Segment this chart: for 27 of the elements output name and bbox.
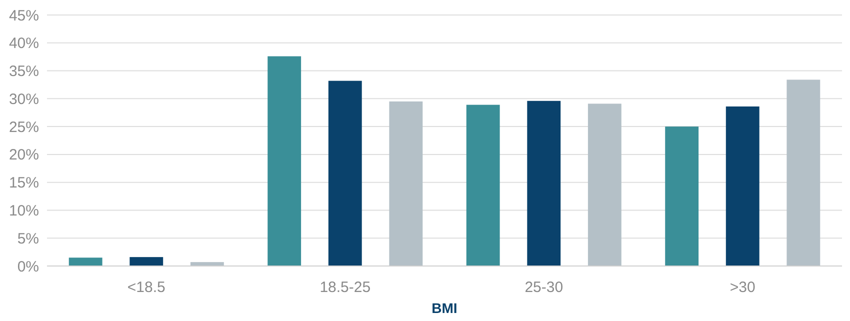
bar: [527, 100, 561, 266]
x-axis-title: BMI: [432, 300, 458, 316]
y-tick-label: 10%: [8, 202, 39, 220]
bar: [268, 56, 302, 266]
y-tick-label: 40%: [8, 35, 39, 52]
bar: [389, 101, 423, 266]
y-tick-label: 25%: [8, 118, 39, 136]
bar: [665, 126, 699, 266]
y-tick-label: 35%: [8, 63, 39, 80]
y-tick-label: 0%: [17, 258, 39, 276]
bar: [466, 104, 500, 266]
bar: [726, 106, 760, 266]
x-tick-label: <18.5: [127, 279, 166, 296]
y-tick-label: 5%: [17, 230, 39, 248]
y-tick-label: 30%: [8, 90, 39, 108]
x-tick-label: 25-30: [524, 279, 564, 296]
bar: [588, 104, 622, 266]
bar: [130, 257, 164, 266]
x-tick-label: 18.5-25: [320, 279, 371, 296]
x-tick-label: >30: [730, 279, 756, 296]
bar: [328, 80, 362, 266]
y-tick-label: 20%: [8, 146, 39, 164]
bar: [786, 80, 820, 266]
bar: [68, 258, 102, 266]
bar: [190, 262, 224, 266]
y-tick-label: 15%: [8, 174, 39, 192]
y-tick-label: 45%: [8, 7, 39, 24]
